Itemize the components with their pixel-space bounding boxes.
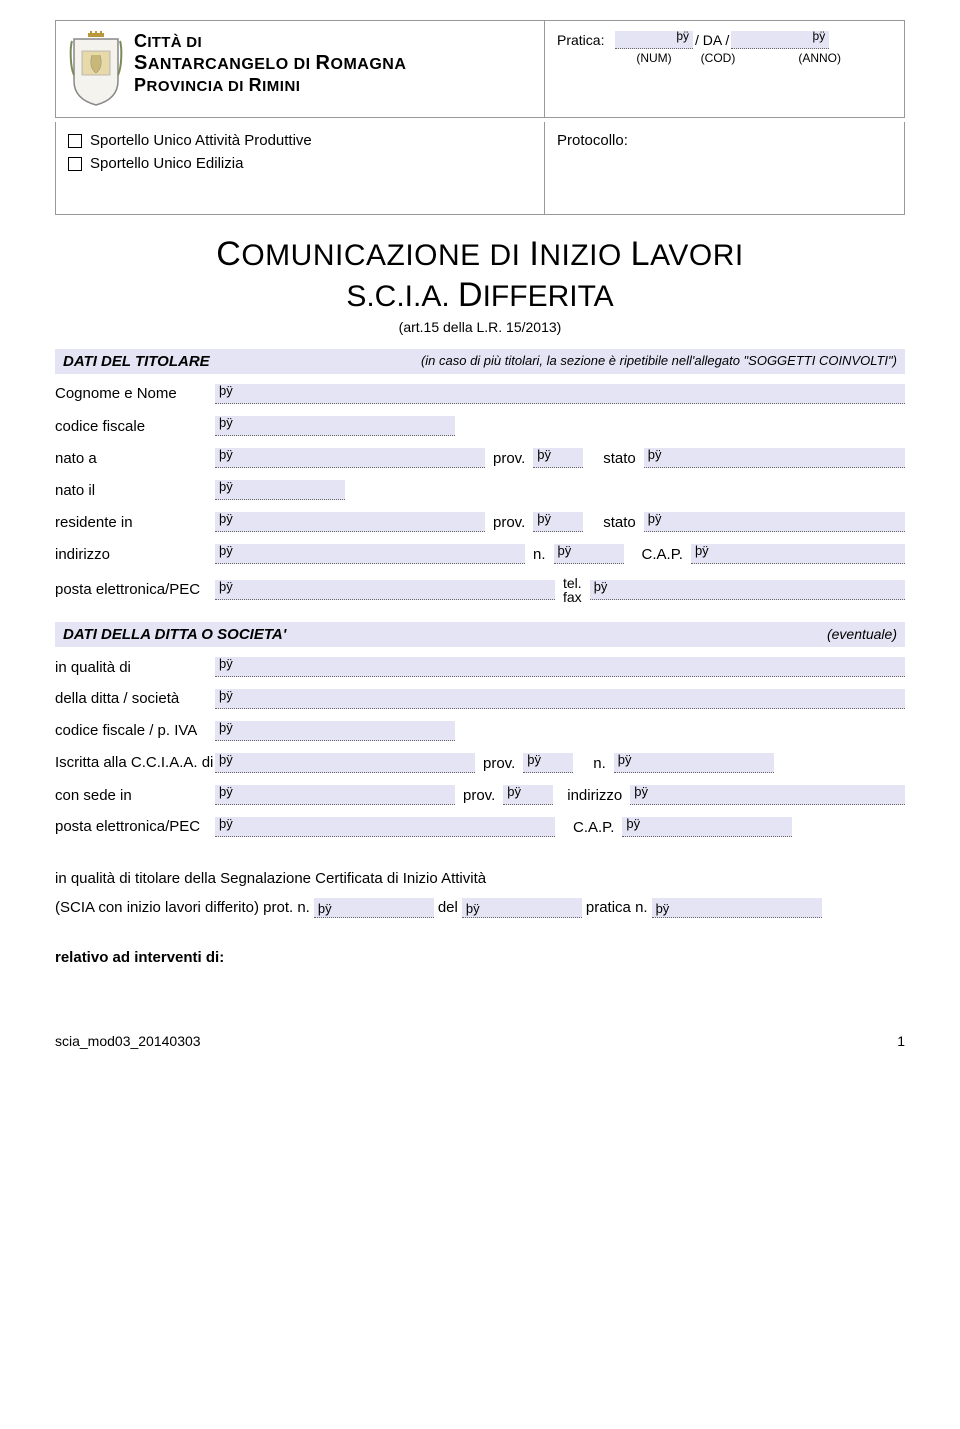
field-natoil[interactable] xyxy=(215,480,345,500)
sportello-options: Sportello Unico Attività Produttive Spor… xyxy=(55,122,545,215)
doc-title: COMUNICAZIONE DI INIZIO LAVORI S.C.I.A. … xyxy=(55,235,905,335)
sportello-opt-2[interactable]: Sportello Unico Edilizia xyxy=(68,155,532,172)
field-cfpiva[interactable] xyxy=(215,721,455,741)
field-stato1[interactable] xyxy=(644,448,905,468)
pratica-sublabels: (NUM) (COD) (ANNO) xyxy=(615,51,892,65)
field-cognome[interactable] xyxy=(215,384,905,404)
field-prov2[interactable] xyxy=(533,512,583,532)
city-header: CITTÀ DI SANTARCANGELO DI ROMAGNA PROVIN… xyxy=(55,20,545,118)
field-indirizzo[interactable] xyxy=(215,544,525,564)
lbl-pec2: posta elettronica/PEC xyxy=(55,819,215,836)
lbl-residente: residente in xyxy=(55,514,215,531)
field-ditta[interactable] xyxy=(215,689,905,709)
field-pec[interactable] xyxy=(215,580,555,600)
field-cap[interactable] xyxy=(691,544,905,564)
form-ditta: in qualità di della ditta / società codi… xyxy=(55,657,905,837)
lbl-telfax: tel.fax xyxy=(563,576,582,604)
section-titolare: DATI DEL TITOLARE (in caso di più titola… xyxy=(55,349,905,374)
field-sede-prov[interactable] xyxy=(503,785,553,805)
field-telfax[interactable] xyxy=(590,580,905,600)
lbl-cognome: Cognome e Nome xyxy=(55,386,215,403)
footer-left: scia_mod03_20140303 xyxy=(55,1033,201,1049)
lbl-indirizzo: indirizzo xyxy=(55,546,215,563)
city-crest-icon xyxy=(68,31,124,107)
protocollo-block: Protocollo: xyxy=(545,122,905,215)
field-cciaa[interactable] xyxy=(215,753,475,773)
pratica-da: / DA / xyxy=(695,32,729,48)
section-ditta: DATI DELLA DITTA O SOCIETA' (eventuale) xyxy=(55,622,905,647)
protocollo-label: Protocollo: xyxy=(557,132,628,149)
lbl-natoa: nato a xyxy=(55,450,215,467)
field-cciaa-prov[interactable] xyxy=(523,753,573,773)
pratica-anno-field[interactable] xyxy=(731,31,829,49)
lbl-cf: codice fiscale xyxy=(55,418,215,435)
field-cap2[interactable] xyxy=(622,817,792,837)
field-residente[interactable] xyxy=(215,512,485,532)
field-n[interactable] xyxy=(554,544,624,564)
relativo-label: relativo ad interventi di: xyxy=(55,944,905,973)
field-cciaa-n[interactable] xyxy=(614,753,774,773)
lbl-qualita: in qualità di xyxy=(55,659,215,676)
bottom-text: in qualità di titolare della Segnalazion… xyxy=(55,865,905,973)
lbl-cciaa: Iscritta alla C.C.I.A.A. di xyxy=(55,755,215,772)
form-titolare: Cognome e Nome codice fiscale nato a pro… xyxy=(55,384,905,604)
checkbox-icon[interactable] xyxy=(68,134,82,148)
city-line-2: SANTARCANGELO DI ROMAGNA xyxy=(134,52,532,75)
pratica-label: Pratica: xyxy=(557,32,613,48)
field-qualita[interactable] xyxy=(215,657,905,677)
pratica-num-field[interactable] xyxy=(615,31,693,49)
sportello-row: Sportello Unico Attività Produttive Spor… xyxy=(55,122,905,215)
lbl-natoil: nato il xyxy=(55,482,215,499)
lbl-pec: posta elettronica/PEC xyxy=(55,582,215,599)
field-pratican[interactable] xyxy=(652,898,822,918)
pratica-block: Pratica: / DA / (NUM) (COD) (ANNO) xyxy=(545,20,905,118)
field-stato2[interactable] xyxy=(644,512,905,532)
header-row: CITTÀ DI SANTARCANGELO DI ROMAGNA PROVIN… xyxy=(55,20,905,118)
field-pec2[interactable] xyxy=(215,817,555,837)
city-line-1: CITTÀ DI xyxy=(134,31,532,52)
bottom-line2: (SCIA con inizio lavori differito) prot.… xyxy=(55,894,905,923)
lbl-sede: con sede in xyxy=(55,787,215,804)
footer-page: 1 xyxy=(897,1033,905,1049)
field-protn[interactable] xyxy=(314,898,434,918)
city-line-3: PROVINCIA DI RIMINI xyxy=(134,75,532,96)
field-sede-ind[interactable] xyxy=(630,785,905,805)
lbl-cfpiva: codice fiscale / p. IVA xyxy=(55,723,215,740)
field-natoa[interactable] xyxy=(215,448,485,468)
field-prov1[interactable] xyxy=(533,448,583,468)
bottom-line1: in qualità di titolare della Segnalazion… xyxy=(55,865,905,894)
checkbox-icon[interactable] xyxy=(68,157,82,171)
lbl-ditta: della ditta / società xyxy=(55,691,215,708)
field-sede[interactable] xyxy=(215,785,455,805)
field-del[interactable] xyxy=(462,898,582,918)
field-cf[interactable] xyxy=(215,416,455,436)
sportello-opt-1[interactable]: Sportello Unico Attività Produttive xyxy=(68,132,532,149)
page-footer: scia_mod03_20140303 1 xyxy=(55,1033,905,1049)
